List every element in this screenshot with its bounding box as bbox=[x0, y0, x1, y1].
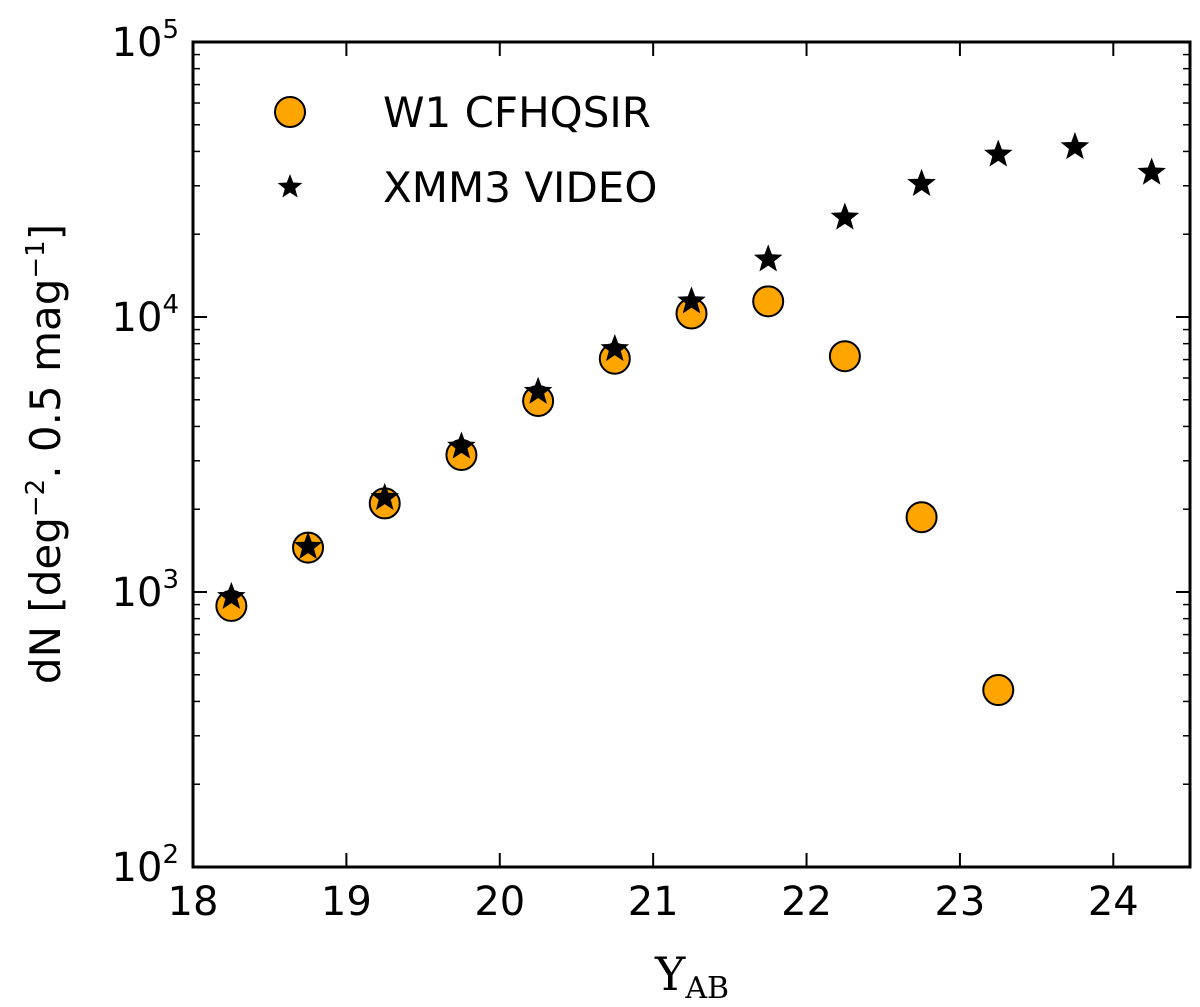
data-point-star bbox=[217, 581, 246, 610]
data-point-star bbox=[447, 431, 476, 459]
series-star bbox=[217, 132, 1166, 610]
x-tick-label: 20 bbox=[474, 879, 525, 925]
data-point-circle bbox=[752, 285, 785, 318]
data-point-circle bbox=[982, 674, 1015, 707]
plot-area bbox=[191, 40, 1192, 869]
legend: W1 CFHQSIR XMM3 VIDEO bbox=[274, 88, 657, 212]
data-point-star bbox=[370, 482, 399, 510]
x-tick-label: 24 bbox=[1088, 879, 1139, 925]
y-axis-label: dN [deg−2. 0.5 mag−1] bbox=[21, 224, 70, 684]
data-point-star bbox=[293, 531, 323, 559]
x-tick-label: 19 bbox=[321, 879, 372, 925]
y-tick-labels: 102 103 104 105 bbox=[112, 15, 179, 891]
series-layer bbox=[215, 132, 1166, 707]
series-circle bbox=[215, 285, 1015, 707]
minor-ticks bbox=[193, 53, 1190, 785]
x-tick-label: 18 bbox=[168, 879, 219, 925]
data-point-star bbox=[523, 376, 553, 404]
y-tick-label: 102 bbox=[112, 840, 179, 891]
data-point-star bbox=[907, 168, 936, 196]
x-tick-label: 22 bbox=[781, 879, 832, 925]
x-tick-label: 23 bbox=[934, 879, 985, 925]
legend-label-w1: W1 CFHQSIR bbox=[383, 88, 651, 137]
data-point-star bbox=[600, 333, 630, 362]
data-point-circle bbox=[905, 501, 938, 534]
legend-marker-circle bbox=[274, 96, 306, 128]
data-point-circle bbox=[828, 340, 861, 373]
data-point-star bbox=[1060, 132, 1090, 160]
y-tick-label: 103 bbox=[112, 565, 179, 616]
data-point-star bbox=[753, 244, 783, 272]
legend-label-xmm3: XMM3 VIDEO bbox=[383, 163, 657, 212]
data-point-star bbox=[830, 202, 860, 230]
x-axis-label: YAB bbox=[654, 947, 729, 1006]
x-tick-label: 21 bbox=[628, 879, 679, 925]
y-tick-label: 105 bbox=[112, 15, 179, 66]
x-tick-labels: 18 19 20 21 22 23 24 bbox=[168, 879, 1139, 925]
data-point-star bbox=[984, 139, 1013, 167]
y-tick-label: 104 bbox=[112, 290, 179, 341]
data-point-star bbox=[677, 286, 706, 314]
major-ticks bbox=[192, 41, 1190, 868]
legend-marker-star bbox=[277, 174, 303, 198]
data-point-star bbox=[1137, 157, 1166, 185]
